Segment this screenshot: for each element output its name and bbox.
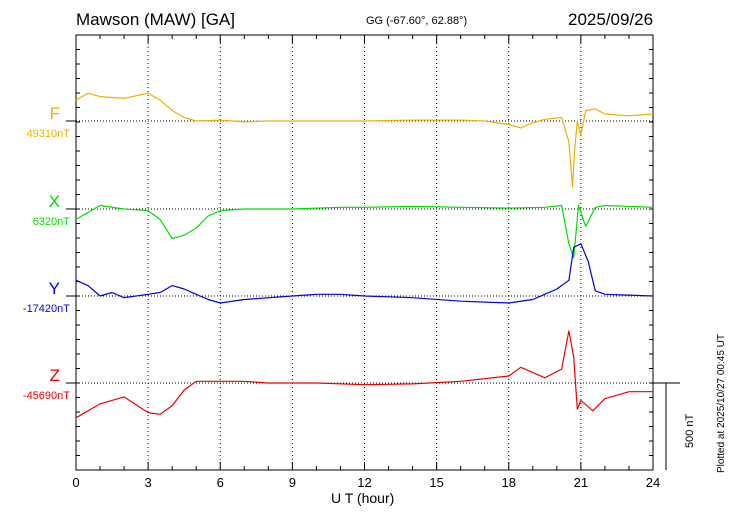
x-tick-label-18: 18 — [502, 475, 516, 490]
scale-bar — [653, 382, 680, 470]
baseline-label-f: 49310nT — [26, 128, 70, 140]
x-tick-label-3: 3 — [145, 475, 152, 490]
series-line-z — [75, 330, 653, 419]
x-tick-label-15: 15 — [429, 475, 443, 490]
scale-bar-label: 500 nT — [684, 413, 696, 448]
x-tick-label-24: 24 — [646, 475, 660, 490]
series-line-x — [75, 204, 654, 259]
x-axis-label: U T (hour) — [331, 490, 395, 506]
x-tick-label-6: 6 — [217, 475, 224, 490]
baseline-label-z: -45690nT — [22, 390, 70, 402]
plotted-timestamp: Plotted at 2025/10/27 00:45 UT — [716, 334, 727, 473]
series-line-y — [75, 243, 654, 304]
baseline-label-y: -17420nT — [22, 303, 70, 315]
baseline-label-x: 6320nT — [32, 216, 70, 228]
geographic-coordinates: GG (-67.60°, 62.88°) — [366, 15, 468, 27]
component-label-z: Z — [49, 366, 60, 385]
chart-date: 2025/09/26 — [568, 10, 654, 29]
x-tick-label-0: 0 — [72, 475, 79, 490]
component-label-y: Y — [48, 279, 60, 298]
series-line-f — [75, 92, 654, 188]
component-label-f: F — [49, 104, 60, 123]
x-tick-label-12: 12 — [357, 475, 371, 490]
plot-frame — [75, 34, 654, 471]
x-tick-label-9: 9 — [289, 475, 296, 490]
station-title: Mawson (MAW) [GA] — [76, 10, 235, 29]
component-label-x: X — [48, 192, 60, 211]
x-tick-label-21: 21 — [574, 475, 588, 490]
